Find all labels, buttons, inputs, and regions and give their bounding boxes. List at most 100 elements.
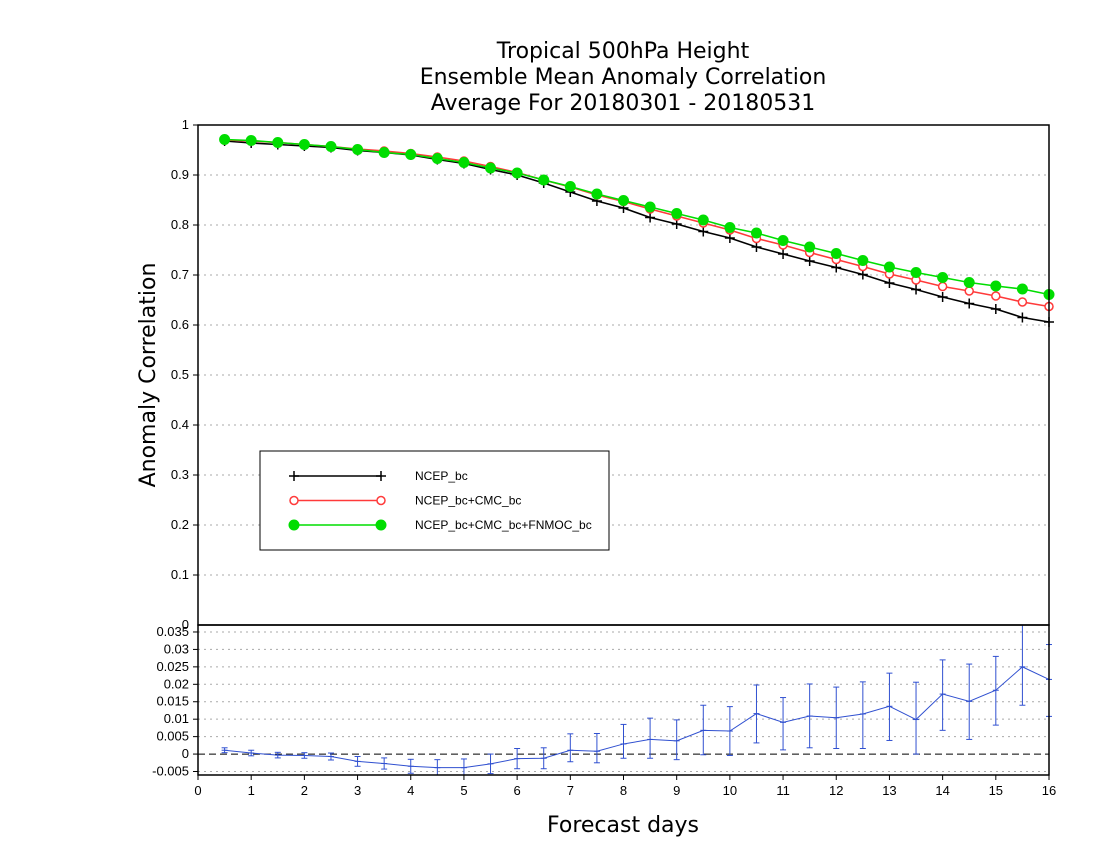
error-bar — [726, 706, 733, 756]
series-3-point — [538, 174, 550, 186]
error-bar — [647, 717, 654, 759]
series-1-point — [937, 292, 948, 302]
series-3-point — [830, 248, 842, 259]
bottom-y-tick-label: 0.02 — [164, 676, 189, 691]
series-1-point — [751, 242, 762, 252]
error-bar — [673, 719, 680, 761]
error-bar — [753, 684, 760, 744]
series-3-point — [697, 214, 709, 226]
difference-line — [224, 666, 1050, 769]
series-3-point — [724, 222, 736, 233]
series-1-point — [645, 212, 656, 223]
series-3-point — [591, 188, 603, 200]
x-tick-label: 13 — [882, 783, 896, 798]
top-panel-grid — [198, 174, 1049, 576]
error-bar — [992, 655, 999, 726]
x-axis-ticks: 0 1 2 3 4 5 6 7 8 9 10 11 12 13 14 15 16 — [194, 775, 1056, 798]
title-line-3: Average For 20180301 - 20180531 — [431, 91, 816, 116]
series-1-point — [1017, 312, 1028, 323]
bottom-y-tick-label: -0.005 — [152, 764, 189, 779]
series-2-point — [937, 281, 948, 292]
error-bar — [434, 759, 441, 775]
series-3-point — [352, 144, 364, 155]
x-tick-label: 16 — [1042, 783, 1056, 798]
error-bar — [833, 686, 840, 749]
error-bar — [1019, 624, 1026, 706]
legend-item-3: NCEP_bc+CMC_bc+FNMOC_bc — [288, 518, 592, 532]
legend-swatch-marker — [376, 471, 386, 481]
legend-swatch-marker — [375, 519, 387, 531]
error-bar — [567, 733, 574, 763]
error-bar — [274, 751, 281, 759]
series-3-point — [564, 181, 576, 192]
series-3-point — [219, 134, 231, 145]
top-panel-series — [219, 134, 1055, 327]
bottom-y-tick-label: 0.015 — [156, 694, 189, 709]
series-2 — [219, 135, 1054, 312]
series-3-point — [910, 267, 922, 278]
series-3-point — [777, 235, 789, 246]
series-2-point — [1017, 297, 1028, 307]
series-3 — [219, 134, 1055, 300]
error-bar — [487, 753, 494, 775]
series-3-point — [485, 162, 497, 174]
error-bar — [886, 672, 893, 741]
x-tick-label: 12 — [829, 783, 843, 798]
legend-item-2: NCEP_bc+CMC_bc — [289, 494, 521, 508]
x-tick-label: 2 — [301, 783, 308, 798]
legend-label-1: NCEP_bc — [415, 469, 468, 483]
error-bar — [221, 747, 228, 754]
series-2-point — [991, 291, 1001, 301]
error-bar — [327, 752, 334, 761]
top-y-tick-label: 0 — [182, 617, 189, 632]
x-tick-label: 3 — [354, 783, 361, 798]
series-3-point — [245, 135, 257, 146]
series-3-point — [883, 261, 895, 273]
error-bar — [248, 749, 255, 757]
legend-item-1: NCEP_bc — [289, 469, 468, 483]
x-axis-title: Forecast days — [547, 813, 699, 838]
top-y-tick-label: 0.4 — [171, 417, 189, 432]
x-tick-label: 10 — [723, 783, 737, 798]
error-bar — [780, 697, 787, 751]
x-tick-label: 15 — [989, 783, 1003, 798]
series-3-line — [224, 138, 1050, 296]
x-tick-label: 11 — [776, 783, 790, 798]
top-y-tick-label: 0.1 — [171, 567, 189, 582]
top-y-tick-label: 0.8 — [171, 217, 189, 232]
series-3-point — [1016, 283, 1028, 295]
error-bar — [301, 752, 308, 759]
error-bar — [460, 758, 467, 775]
series-3-point — [378, 147, 390, 158]
series-1-line — [224, 140, 1050, 323]
series-3-point — [963, 277, 975, 288]
top-y-tick-label: 0.9 — [171, 167, 189, 182]
series-3-point — [750, 227, 762, 239]
series-1 — [219, 136, 1054, 327]
series-1-point — [778, 249, 789, 259]
series-2-point — [964, 286, 974, 296]
x-tick-label: 1 — [248, 783, 255, 798]
series-3-point — [298, 139, 310, 150]
difference-series — [221, 624, 1052, 775]
series-3-point — [431, 153, 443, 164]
series-3-point — [671, 208, 683, 219]
top-y-tick-label: 0.3 — [171, 467, 189, 482]
x-tick-label: 4 — [407, 783, 414, 798]
series-1-point — [964, 298, 975, 309]
title-line-2: Ensemble Mean Anomaly Correlation — [420, 65, 827, 90]
bottom-y-tick-label: 0 — [182, 746, 189, 761]
error-bar — [540, 747, 547, 770]
series-1-point — [804, 256, 815, 266]
error-bar — [407, 758, 414, 774]
error-bar — [913, 681, 920, 755]
error-bar — [514, 747, 521, 770]
series-3-point — [511, 167, 523, 179]
error-bar — [593, 732, 600, 764]
top-y-tick-label: 1 — [182, 117, 189, 132]
x-tick-label: 9 — [673, 783, 680, 798]
bottom-panel-grid — [198, 631, 1049, 773]
x-tick-label: 5 — [460, 783, 467, 798]
y-axis-title: Anomaly Correlation — [136, 263, 161, 488]
